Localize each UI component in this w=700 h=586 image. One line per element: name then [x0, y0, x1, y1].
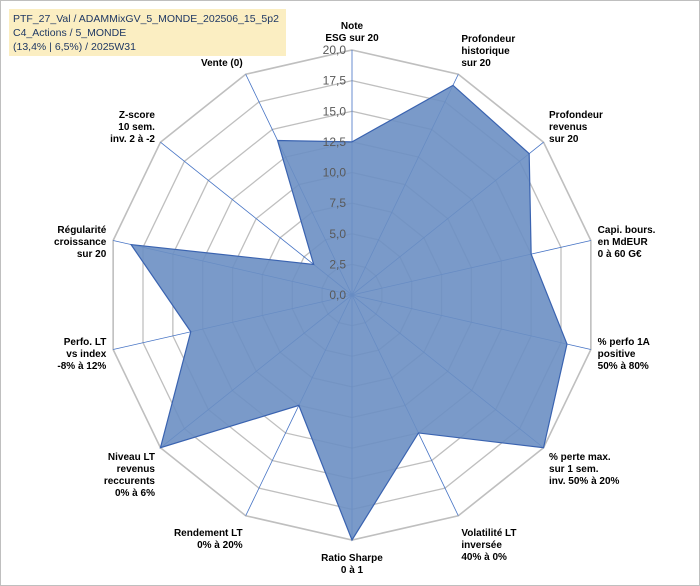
axis-label: sur 20 [77, 249, 107, 260]
axis-label: % perte max. [549, 452, 611, 463]
axis-label: Profondeur [549, 110, 603, 121]
radial-tick-label: 2,5 [329, 257, 346, 271]
axis-label: 10 sem. [118, 122, 155, 133]
axis-label: sur 1 sem. [549, 464, 599, 475]
radar-series [129, 84, 568, 542]
axis-label: 0% à 6% [115, 488, 155, 499]
axis-label: Vente (0) [201, 58, 243, 69]
axis-label: Z-score [119, 110, 156, 121]
radial-tick-label: 20,0 [323, 43, 347, 57]
axis-label: inv. 2 à -2 [110, 134, 155, 145]
title-line-3: (13,4% | 6,5%) / 2025W31 [13, 41, 136, 53]
series-area [129, 84, 568, 542]
axis-label: 0 à 1 [341, 565, 364, 576]
radial-tick-label: 0,0 [329, 288, 346, 302]
axis-label: 0% à 20% [197, 540, 243, 551]
axis-label: sur 20 [461, 58, 491, 69]
axis-label: -8% à 12% [57, 361, 106, 372]
axis-label: Rendement LT [174, 528, 243, 539]
axis-label: Régularité [57, 225, 106, 236]
axis-label: revenus [117, 464, 156, 475]
axis-label: Volatilité LT [461, 528, 516, 539]
radial-tick-label: 17,5 [323, 74, 347, 88]
axis-label: revenus [549, 122, 588, 133]
axis-label: Note [341, 21, 364, 32]
radial-tick-labels: 0,0 2,5 5,0 7,5 10,0 12,5 15,0 17,5 20,0 [323, 43, 347, 302]
axis-label: 0 à 60 G€ [598, 249, 642, 260]
axis-label: % perfo 1A [598, 337, 650, 348]
title-line-1: PTF_27_Val / ADAMMixGV_5_MONDE_202506_15… [13, 13, 279, 25]
axis-label: reccurents [104, 476, 156, 487]
axis-label: positive [598, 349, 636, 360]
axis-label: croissance [54, 237, 107, 248]
axis-label: Profondeur [461, 34, 515, 45]
title-line-2: C4_Actions / 5_MONDE [13, 27, 127, 39]
axis-label: inv. 50% à 20% [549, 476, 620, 487]
radial-tick-label: 12,5 [323, 135, 347, 149]
axis-label: 50% à 80% [598, 361, 649, 372]
axis-label: Capi. bours. [598, 225, 656, 236]
axis-label: inversée [461, 540, 502, 551]
radial-tick-label: 10,0 [323, 166, 347, 180]
axis-label: 40% à 0% [461, 552, 507, 563]
radial-tick-label: 5,0 [329, 227, 346, 241]
axis-label: vs index [66, 349, 106, 360]
chart-title-box: PTF_27_Val / ADAMMixGV_5_MONDE_202506_15… [9, 9, 286, 56]
axis-label: Perfo. LT [64, 337, 107, 348]
axis-label: sur 20 [549, 134, 579, 145]
radial-tick-label: 7,5 [329, 196, 346, 210]
axis-label: Ratio Sharpe [321, 553, 383, 564]
axis-label: historique [461, 46, 510, 57]
axis-label: ESG sur 20 [325, 33, 379, 44]
radial-tick-label: 15,0 [323, 104, 347, 118]
axis-label: en MdEUR [598, 237, 649, 248]
axis-label: Niveau LT [108, 452, 155, 463]
